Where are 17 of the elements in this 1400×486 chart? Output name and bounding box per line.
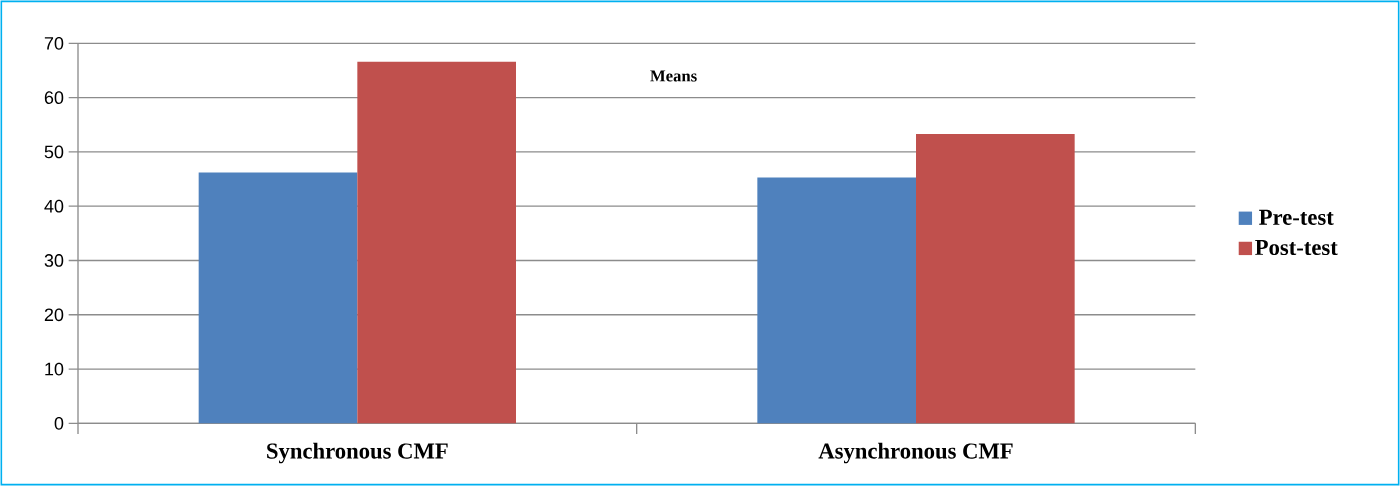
y-tick-label: 50 [44,145,64,159]
legend-label: Pre-test [1259,209,1334,225]
legend-label: Post-test [1255,240,1338,256]
bar [198,172,358,424]
x-tick-label: Asynchronous CMF [818,442,1013,464]
y-tick-label: 10 [45,362,64,376]
y-tick-label: 0 [54,416,64,430]
bar [357,61,516,424]
bar [757,177,917,424]
y-tick-label: 70 [44,36,64,50]
text: Means [650,70,697,82]
bar [916,133,1075,424]
x-tick-label: Synchronous CMF [267,442,448,464]
y-tick-label: 60 [44,91,64,104]
y-tick-label: 40 [44,199,64,213]
y-tick-label: 20 [44,308,64,322]
y-tick-label: 30 [44,254,64,267]
